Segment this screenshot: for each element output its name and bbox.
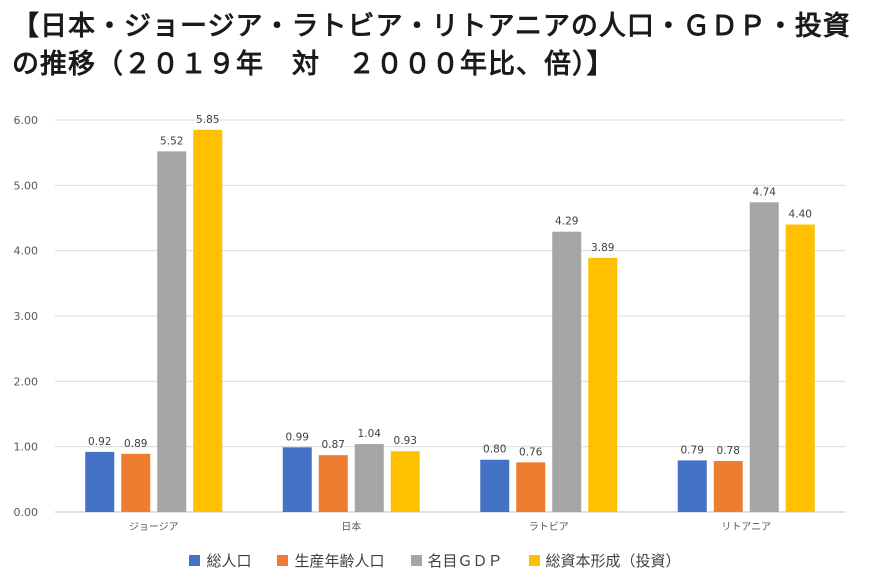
data-label: 5.52 <box>160 135 183 147</box>
legend-label: 名目ＧＤＰ <box>427 551 503 570</box>
y-axis-ticks: 0.00 1.00 2.00 3.00 4.00 5.00 6.00 <box>14 114 39 519</box>
y-tick-label: 4.00 <box>14 245 39 258</box>
data-label: 0.76 <box>519 446 543 458</box>
bar <box>713 461 743 512</box>
legend-swatch <box>410 554 422 566</box>
data-label: 0.99 <box>286 431 309 443</box>
bar <box>785 224 815 513</box>
data-label: 3.89 <box>591 242 614 254</box>
data-label: 0.87 <box>322 439 345 451</box>
x-category-label: ラトビア <box>529 521 569 533</box>
bar <box>552 231 582 512</box>
bar <box>85 451 115 512</box>
bar <box>480 459 510 512</box>
legend-item: 総人口 <box>189 550 251 571</box>
data-label: 4.74 <box>753 186 777 198</box>
bar <box>677 460 707 512</box>
data-label: 4.40 <box>789 209 812 221</box>
bar <box>516 462 546 512</box>
bar <box>318 455 348 512</box>
data-label: 5.85 <box>196 114 219 126</box>
y-tick-label: 0.00 <box>14 506 39 519</box>
bar <box>157 151 187 513</box>
legend-swatch <box>528 554 540 566</box>
chart-plot: 0.00 1.00 2.00 3.00 4.00 5.00 6.00 0.92 0.89 5.5… <box>14 114 845 533</box>
y-tick-label: 3.00 <box>14 310 39 323</box>
data-label: 0.78 <box>717 445 740 457</box>
bar <box>193 129 223 513</box>
x-category-label: ジョージア <box>129 522 179 533</box>
x-category-label: リトアニア <box>721 522 771 533</box>
bars <box>85 129 815 513</box>
bar <box>121 453 151 512</box>
legend: 総人口 生産年齢人口 名目ＧＤＰ 総資本形成（投資） <box>0 548 870 572</box>
y-tick-label: 5.00 <box>14 179 39 192</box>
data-label: 0.79 <box>681 444 704 456</box>
data-label: 0.80 <box>483 444 506 456</box>
bar <box>354 444 384 512</box>
legend-swatch <box>189 554 201 566</box>
x-category-label: 日本 <box>341 520 361 533</box>
data-label: 1.04 <box>358 428 382 440</box>
data-label: 0.89 <box>124 438 147 450</box>
legend-swatch <box>277 554 289 566</box>
y-tick-label: 6.00 <box>14 114 39 127</box>
data-label: 0.92 <box>88 436 111 448</box>
legend-item: 名目ＧＤＰ <box>410 550 503 571</box>
data-label: 4.29 <box>555 216 578 228</box>
legend-label: 総人口 <box>206 551 252 570</box>
y-tick-label: 2.00 <box>14 375 39 388</box>
bar <box>749 202 779 512</box>
bar <box>390 451 420 512</box>
legend-item: 総資本形成（投資） <box>528 550 681 571</box>
gridlines <box>55 119 845 513</box>
bar <box>588 257 618 512</box>
data-labels: 0.92 0.89 5.52 5.85 0.99 0.87 1.04 0.93 0.80 0.76… <box>88 114 812 459</box>
bar <box>282 447 312 512</box>
x-axis-categories: ジョージア 日本 ラトビア リトアニア <box>129 520 771 533</box>
legend-label: 総資本形成（投資） <box>545 551 681 570</box>
legend-item: 生産年齢人口 <box>277 550 385 571</box>
chart-title: 【日本・ジョージア・ラトビア・リトアニアの人口・ＧＤＰ・投資の推移（２０１９年 … <box>12 11 851 80</box>
legend-label: 生産年齢人口 <box>294 551 385 570</box>
data-label: 0.93 <box>394 435 417 447</box>
y-tick-label: 1.00 <box>14 441 39 454</box>
